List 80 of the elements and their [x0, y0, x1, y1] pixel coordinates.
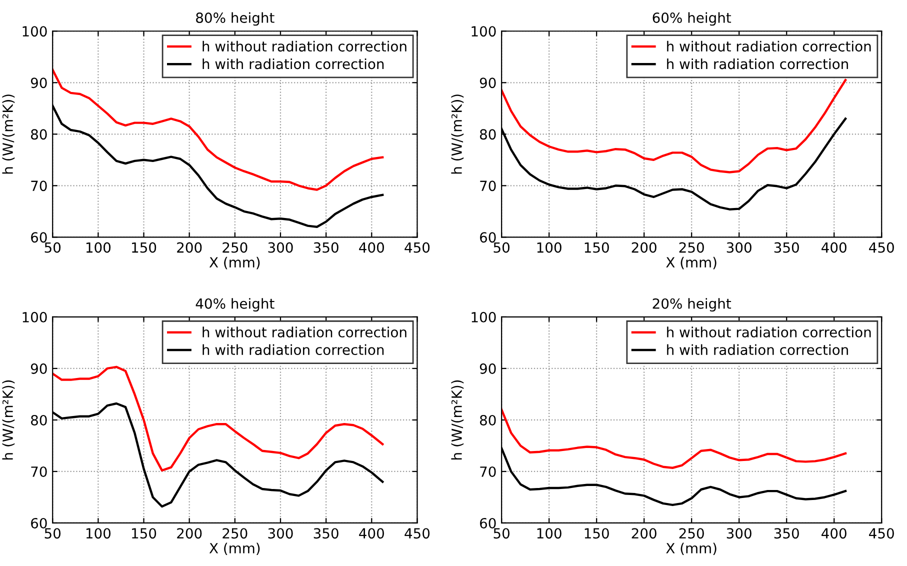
x-tick-label: 150 — [584, 528, 609, 539]
x-tick-label: 250 — [679, 528, 704, 539]
line-series — [502, 408, 847, 469]
legend-label: h without radiation correction — [202, 40, 406, 52]
x-tick-label: 100 — [537, 528, 562, 539]
legend-label: h with radiation correction — [202, 344, 384, 356]
y-tick-label: 70 — [480, 180, 496, 192]
x-tick-label: 250 — [222, 528, 248, 539]
x-tick-label: 200 — [177, 528, 202, 539]
x-tick-label: 400 — [359, 528, 384, 539]
x-tick-label: 250 — [222, 242, 248, 253]
x-tick-label: 300 — [726, 528, 752, 539]
y-tick-label: 100 — [472, 312, 496, 322]
y-tick-label: 80 — [480, 414, 496, 426]
x-tick-label: 300 — [268, 528, 293, 539]
x-tick-label: 200 — [632, 242, 656, 253]
y-tick-label: 100 — [22, 26, 47, 37]
x-tick-label: 400 — [359, 242, 384, 253]
x-tick-label: 400 — [822, 528, 846, 539]
y-tick-label: 60 — [31, 518, 47, 528]
y-tick-label: 90 — [30, 363, 47, 374]
y-tick-label: 60 — [480, 518, 496, 528]
y-axis-title: h (W/(m²K)) — [451, 94, 464, 174]
y-axis-title: h (W/(m²K)) — [2, 380, 15, 460]
x-tick-label: 350 — [314, 242, 338, 253]
x-tick-label: 350 — [314, 528, 338, 539]
y-tick-label: 80 — [31, 129, 47, 140]
x-tick-label: 100 — [86, 528, 111, 539]
x-tick-label: 300 — [726, 242, 752, 253]
x-axis-title: X (mm) — [209, 256, 260, 270]
x-axis-title: X (mm) — [666, 256, 716, 270]
legend-label: h with radiation correction — [667, 344, 848, 356]
x-tick-label: 50 — [494, 528, 510, 539]
chart-title: 60% height — [652, 12, 732, 26]
y-tick-label: 60 — [480, 232, 496, 243]
x-tick-label: 150 — [132, 528, 156, 539]
x-tick-label: 100 — [537, 242, 562, 253]
y-tick-label: 70 — [480, 466, 496, 477]
x-tick-label: 350 — [774, 528, 799, 539]
x-tick-label: 250 — [679, 242, 704, 253]
x-tick-label: 450 — [869, 242, 894, 253]
x-axis-title: X (mm) — [209, 542, 260, 556]
legend-label: h without radiation correction — [667, 40, 871, 52]
y-tick-label: 90 — [480, 78, 496, 88]
x-tick-label: 300 — [268, 242, 293, 253]
y-tick-label: 90 — [480, 363, 496, 374]
y-tick-label: 70 — [31, 466, 47, 477]
legend-label: h without radiation correction — [202, 326, 406, 338]
y-axis-title: h (W/(m²K)) — [451, 380, 464, 460]
y-tick-label: 90 — [30, 78, 47, 88]
x-tick-label: 450 — [404, 528, 430, 539]
legend-label: h with radiation correction — [202, 58, 384, 70]
x-tick-label: 50 — [44, 528, 61, 539]
y-tick-label: 70 — [31, 180, 47, 192]
x-tick-label: 350 — [774, 242, 799, 253]
x-tick-label: 150 — [584, 242, 609, 253]
x-tick-label: 450 — [404, 242, 430, 253]
x-tick-label: 200 — [632, 528, 656, 539]
y-tick-label: 100 — [472, 26, 496, 37]
x-tick-label: 50 — [494, 242, 510, 253]
x-tick-label: 50 — [44, 242, 61, 253]
y-tick-label: 100 — [22, 312, 47, 322]
legend-label: h without radiation correction — [667, 326, 871, 338]
line-series — [52, 366, 384, 472]
line-series — [52, 68, 384, 191]
y-axis-title: h (W/(m²K)) — [2, 94, 15, 174]
x-tick-label: 200 — [177, 242, 202, 253]
y-tick-label: 80 — [480, 129, 496, 140]
chart-title: 20% height — [652, 298, 732, 312]
y-tick-label: 60 — [31, 232, 47, 243]
x-tick-label: 450 — [869, 528, 894, 539]
chart-title: 80% height — [196, 12, 274, 26]
chart-title: 40% height — [196, 298, 274, 312]
x-axis-title: X (mm) — [666, 542, 716, 556]
x-tick-label: 400 — [822, 242, 846, 253]
x-tick-label: 100 — [86, 242, 111, 253]
line-series — [502, 78, 847, 174]
y-tick-label: 80 — [31, 414, 47, 426]
x-tick-label: 150 — [132, 242, 156, 253]
legend-label: h with radiation correction — [667, 58, 848, 70]
